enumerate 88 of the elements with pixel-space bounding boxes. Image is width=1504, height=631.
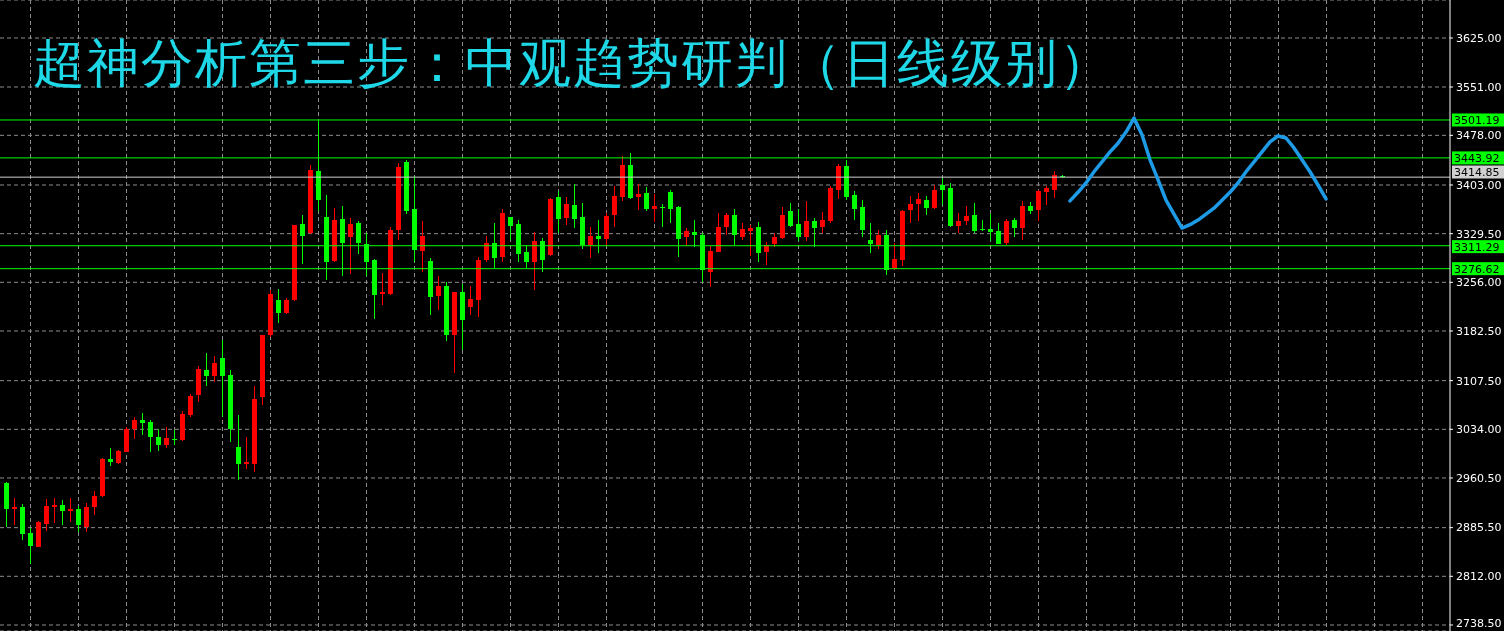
candlestick <box>348 217 353 275</box>
candlestick <box>1020 200 1025 241</box>
candlestick <box>644 186 649 212</box>
candlestick <box>108 447 113 467</box>
candlestick <box>588 226 593 259</box>
candlestick <box>780 206 785 240</box>
candlestick <box>276 288 281 324</box>
candlestick <box>124 426 129 453</box>
candlestick <box>972 202 977 234</box>
candlestick <box>236 414 241 481</box>
candlestick <box>964 205 969 226</box>
candlestick <box>156 428 161 452</box>
y-tick-label: 3478.00 <box>1456 129 1502 143</box>
candlestick <box>148 419 153 453</box>
candlestick <box>852 190 857 221</box>
candlestick <box>860 199 865 238</box>
candlestick <box>604 212 609 247</box>
candlestick <box>636 183 641 211</box>
candlestick <box>908 195 913 224</box>
candlestick <box>28 527 33 565</box>
y-tick-label: 3551.00 <box>1456 80 1502 94</box>
candlestick <box>532 231 537 291</box>
y-tick-label: 2812.00 <box>1456 570 1502 584</box>
candlestick <box>172 429 177 446</box>
candlestick <box>796 208 801 242</box>
y-tick-label: 3403.00 <box>1456 178 1502 192</box>
candlestick <box>92 490 97 516</box>
y-tick-label: 3329.50 <box>1456 227 1502 241</box>
candlestick <box>556 190 561 234</box>
candlestick <box>84 502 89 533</box>
candlestick <box>1044 185 1049 206</box>
candlestick <box>420 220 425 273</box>
candlestick <box>820 211 825 234</box>
ref-line-label: 3414.85 <box>1454 165 1500 179</box>
candlestick <box>564 196 569 226</box>
ref-line-label: 3311.29 <box>1454 240 1500 254</box>
candlestick <box>612 185 617 228</box>
candlestick <box>924 195 929 216</box>
candlestick <box>380 272 385 306</box>
candlestick <box>940 177 945 206</box>
ref-line-label: 3501.19 <box>1454 113 1500 127</box>
candlestick <box>484 235 489 263</box>
candlestick <box>12 497 17 526</box>
y-tick-label: 3034.00 <box>1456 423 1502 437</box>
candlestick <box>244 436 249 470</box>
candlestick <box>892 242 897 271</box>
candlestick <box>164 426 169 449</box>
candlestick <box>836 163 841 200</box>
candlestick <box>708 245 713 288</box>
candlestick <box>668 189 673 224</box>
line-series <box>1068 116 1328 230</box>
candlestick <box>212 355 217 383</box>
candlestick <box>1004 218 1009 246</box>
candlestick <box>468 285 473 316</box>
candlestick <box>52 497 57 524</box>
ref-line-label: 3443.92 <box>1454 151 1500 165</box>
candlestick <box>804 200 809 242</box>
candlestick <box>140 412 145 436</box>
y-tick-label: 2960.50 <box>1456 471 1502 485</box>
candlestick <box>572 183 577 229</box>
y-tick-label: 2885.50 <box>1456 521 1502 535</box>
candlestick <box>44 498 49 532</box>
candlestick <box>188 393 193 418</box>
y-tick-label: 3107.50 <box>1456 374 1502 388</box>
candlestick <box>1036 189 1041 222</box>
candlestick <box>916 192 921 222</box>
ref-line-label: 3276.62 <box>1454 262 1500 276</box>
candlestick <box>788 202 793 228</box>
candlestick <box>956 212 961 234</box>
candlestick <box>220 339 225 418</box>
candlestick <box>68 497 73 523</box>
candlestick <box>436 275 441 311</box>
candlestick <box>76 505 81 533</box>
candlestick <box>652 193 657 223</box>
candlestick <box>60 499 65 526</box>
y-tick-label: 3625.00 <box>1456 31 1502 45</box>
candlestick <box>132 416 137 440</box>
candlestick <box>1052 170 1057 199</box>
candlestick <box>876 229 881 250</box>
candlestick <box>724 212 729 236</box>
candlestick <box>932 184 937 210</box>
text: 超神分析第三步：中观趋势研判（日线级别） <box>33 33 1113 93</box>
y-tick-label: 2738.50 <box>1456 616 1502 630</box>
y-tick-label: 3256.00 <box>1456 276 1502 290</box>
candlestick <box>748 224 753 257</box>
candlestick <box>204 352 209 387</box>
y-tick-label: 3182.50 <box>1456 324 1502 338</box>
candlestick <box>1012 217 1017 238</box>
